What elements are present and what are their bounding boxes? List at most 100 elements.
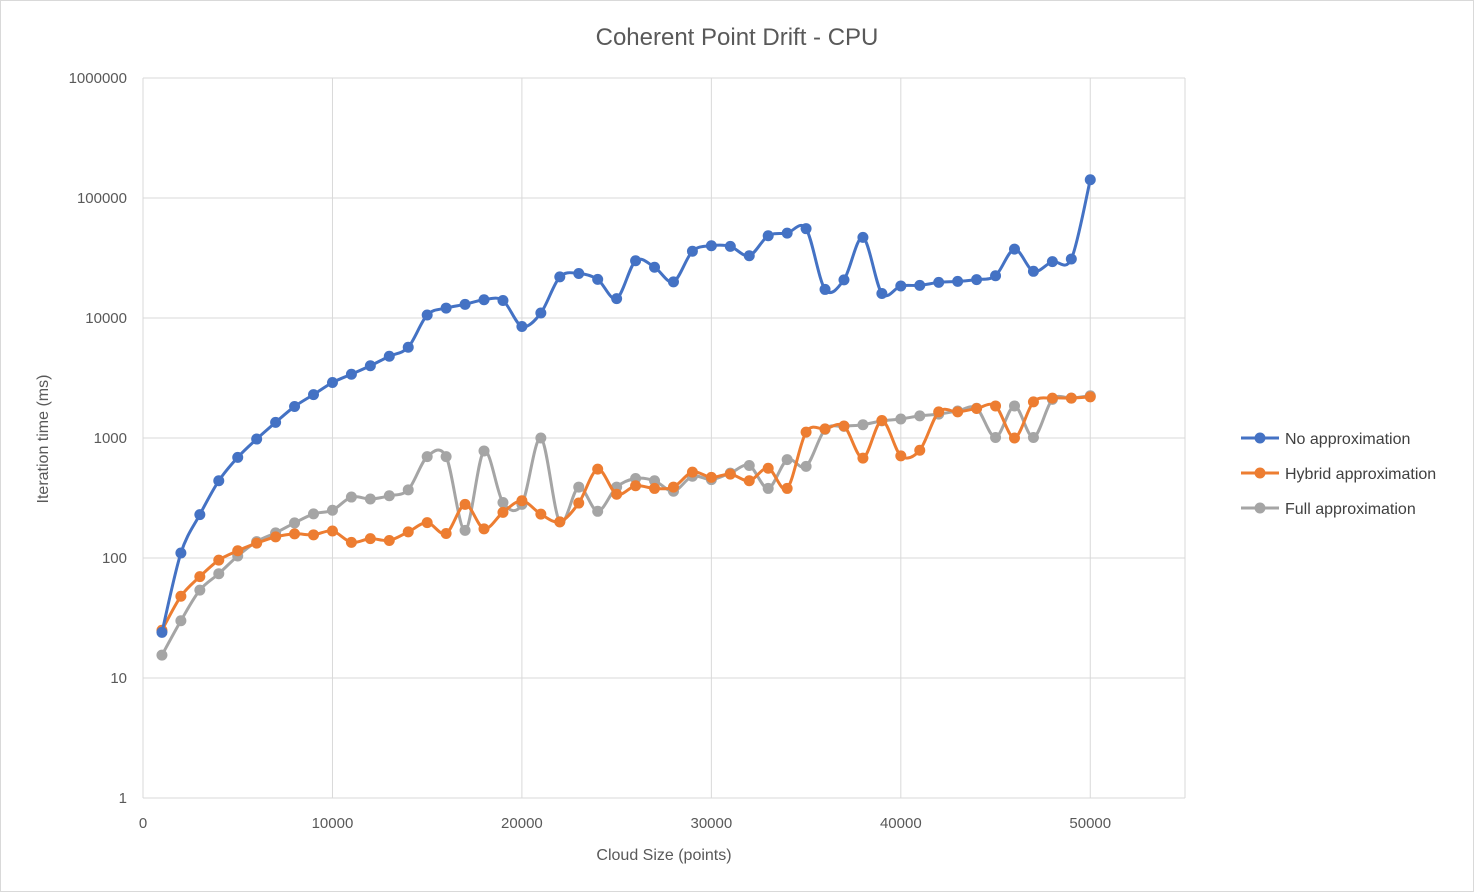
data-point xyxy=(990,270,1002,282)
data-point xyxy=(402,341,414,353)
data-point xyxy=(270,416,282,428)
data-point xyxy=(933,276,945,288)
data-point xyxy=(649,261,661,273)
data-point xyxy=(516,320,528,332)
data-point xyxy=(251,537,263,549)
data-point xyxy=(724,468,736,480)
data-point xyxy=(440,302,452,314)
data-point xyxy=(326,377,338,389)
y-tick-label: 1 xyxy=(119,790,127,807)
data-point xyxy=(345,368,357,380)
data-point xyxy=(611,488,623,500)
data-point xyxy=(383,490,395,502)
legend-marker xyxy=(1254,502,1266,514)
x-tick-label: 0 xyxy=(139,815,147,832)
data-point xyxy=(383,350,395,362)
x-axis-ticks: 0 10000 20000 30000 40000 50000 xyxy=(139,815,1111,832)
series-line-full-approximation xyxy=(160,394,1091,656)
data-point xyxy=(478,294,490,306)
data-point xyxy=(573,481,585,493)
data-point xyxy=(952,275,964,287)
data-point xyxy=(1027,265,1039,277)
data-point xyxy=(952,406,964,418)
data-point xyxy=(743,250,755,262)
data-point xyxy=(308,389,320,401)
series-no-approximation xyxy=(156,174,1096,638)
data-point xyxy=(364,533,376,545)
data-point xyxy=(1046,256,1058,268)
series-full-approximation xyxy=(156,390,1096,661)
data-point xyxy=(686,245,698,257)
data-point xyxy=(1065,392,1077,404)
x-tick-label: 30000 xyxy=(691,815,733,832)
data-point xyxy=(762,462,774,474)
data-point xyxy=(630,480,642,492)
data-point xyxy=(232,451,244,463)
data-point xyxy=(213,554,225,566)
data-point xyxy=(1027,431,1039,443)
data-point xyxy=(156,649,168,661)
y-axis-title: Iteration time (ms) xyxy=(35,375,52,504)
data-point xyxy=(535,508,547,520)
data-point xyxy=(440,451,452,463)
data-point xyxy=(914,410,926,422)
grid-lines xyxy=(142,77,1186,799)
data-point xyxy=(554,516,566,528)
data-point xyxy=(308,529,320,541)
data-point xyxy=(156,626,168,638)
series-line-hybrid-approximation xyxy=(160,395,1091,631)
data-point xyxy=(819,283,831,295)
y-tick-label: 100000 xyxy=(77,190,127,207)
data-point xyxy=(440,528,452,540)
data-point xyxy=(573,267,585,279)
data-point xyxy=(743,459,755,471)
data-point xyxy=(402,526,414,538)
data-point xyxy=(705,471,717,483)
data-point xyxy=(194,571,206,583)
x-tick-label: 20000 xyxy=(501,815,543,832)
data-point xyxy=(800,460,812,472)
legend-item: Full approximation xyxy=(1241,501,1416,518)
data-point xyxy=(1008,243,1020,255)
data-point xyxy=(876,414,888,426)
y-tick-label: 1000 xyxy=(94,430,127,447)
data-point xyxy=(800,223,812,235)
data-point xyxy=(649,482,661,494)
data-point xyxy=(364,360,376,372)
data-point xyxy=(497,497,509,509)
data-point xyxy=(175,547,187,559)
data-point xyxy=(762,230,774,242)
data-point xyxy=(497,506,509,518)
data-point xyxy=(421,517,433,529)
data-point xyxy=(781,454,793,466)
data-point xyxy=(213,568,225,580)
data-point xyxy=(194,584,206,596)
data-point xyxy=(895,280,907,292)
data-point xyxy=(781,482,793,494)
data-point xyxy=(232,545,244,557)
data-point xyxy=(1065,253,1077,265)
data-point xyxy=(251,433,263,445)
y-axis-ticks: 1 10 100 1000 10000 100000 1000000 xyxy=(69,70,127,807)
data-point xyxy=(800,426,812,438)
data-point xyxy=(194,509,206,521)
data-point xyxy=(762,482,774,494)
data-point xyxy=(421,309,433,321)
data-point xyxy=(573,497,585,509)
data-point xyxy=(838,420,850,432)
data-point xyxy=(857,419,869,431)
data-point xyxy=(724,240,736,252)
data-point xyxy=(478,523,490,535)
data-point xyxy=(630,255,642,267)
data-point xyxy=(459,524,471,536)
data-point xyxy=(459,298,471,310)
data-point xyxy=(686,466,698,478)
data-point xyxy=(270,531,282,543)
y-tick-label: 10000 xyxy=(85,310,127,327)
data-point xyxy=(289,401,301,413)
data-point xyxy=(895,450,907,462)
data-point xyxy=(743,475,755,487)
data-point xyxy=(592,505,604,517)
data-point xyxy=(1046,392,1058,404)
data-point xyxy=(535,432,547,444)
